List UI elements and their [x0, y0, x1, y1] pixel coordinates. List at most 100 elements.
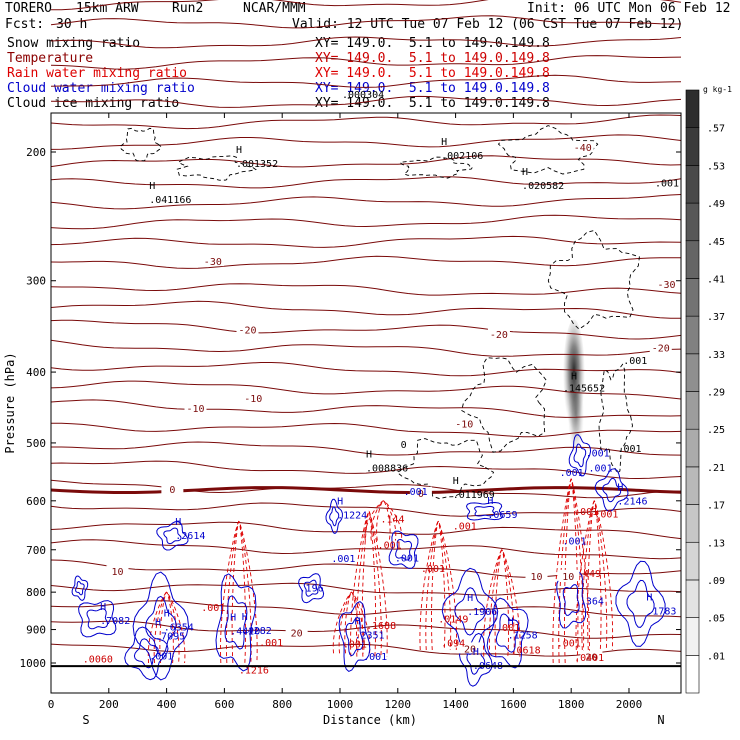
cloud-water-contour [78, 600, 117, 638]
temperature-label: -20 [490, 330, 508, 341]
cloud-water-max-label: .001 [404, 487, 428, 498]
cloud-water-contour [458, 632, 493, 687]
temperature-label-bg [409, 486, 432, 498]
cloud-water-max-marker: H [175, 517, 181, 528]
snow-max-marker: H [366, 449, 372, 460]
rain-contour [376, 500, 391, 541]
temperature-label-bg [106, 565, 129, 577]
colorbar-segment [685, 202, 700, 242]
cloud-water-max-label: .364 [580, 596, 604, 607]
snow-contour [461, 357, 547, 453]
plot-frame [50, 112, 682, 694]
cloud-water-max-label: .2614 [175, 531, 205, 542]
temperature-isotherm [50, 134, 682, 150]
colorbar-segment [685, 89, 700, 128]
cloud-water-max-marker: H [164, 609, 170, 620]
temperature-label-bg [201, 255, 224, 267]
colorbar-tick-label: .37 [707, 312, 725, 323]
colorbar-segment [685, 428, 700, 468]
temperature-isotherm [50, 460, 682, 480]
cloud-water-max-marker: H [617, 482, 623, 493]
cloud-water-max-marker: H [646, 592, 652, 603]
cloud-water-contour [495, 613, 520, 653]
x-tick-label: 1400 [442, 698, 469, 711]
rain-max-label: .001 [574, 507, 598, 518]
colorbar-tick-label: .17 [707, 501, 725, 512]
temperature-isotherm [50, 15, 682, 29]
field-rain: Rain water mixing ratio [7, 66, 188, 81]
snow-contour [547, 229, 640, 330]
temperature-label: -40 [574, 143, 592, 154]
temperature-label: -10 [244, 394, 262, 405]
x-tick-label: 200 [99, 698, 119, 711]
cloud-water-max-label: .1906 [467, 607, 497, 618]
rain-max-label: .001 [343, 639, 367, 650]
cloud-water-contour [71, 575, 89, 601]
snow-max-label: .001352 [236, 159, 278, 170]
cloud-water-contour [338, 601, 371, 672]
cloud-water-max-marker: H [508, 616, 514, 627]
cloud-water-max-label: .001 [589, 463, 613, 474]
snow-max-label: .001 [617, 444, 641, 455]
snow-max-label: .001 [655, 178, 679, 189]
snow-max-marker: H [522, 167, 528, 178]
rain-contour [483, 549, 521, 657]
rain-max-label: .449 [577, 569, 601, 580]
temperature-label-bg [236, 323, 259, 335]
cloud-water-contour [325, 498, 343, 534]
colorbar-segment [685, 240, 700, 279]
snow-max-marker: H [441, 137, 447, 148]
cloud-water-max-label: .1258 [508, 630, 538, 641]
rain-contour [220, 520, 258, 664]
temperature-label: 0 [418, 489, 424, 500]
model-name: TORERO [5, 1, 52, 16]
cloud-water-contour [329, 506, 340, 527]
temperature-isotherm [50, 620, 682, 639]
temperature-label-bg [487, 328, 510, 340]
overlap-max-label: .000304 [342, 90, 385, 101]
cloud-water-contour [454, 587, 486, 636]
temperature-label-bg [649, 341, 672, 353]
colorbar-segment [685, 353, 700, 392]
cloud-water-max-marker: H [230, 613, 236, 624]
temperature-isotherm [50, 214, 682, 230]
colorbar-tick-label: .21 [707, 463, 725, 474]
temperature-isotherm [50, 95, 682, 108]
field-cloud-water-xy: XY= 149.0. 5.1 to 149.0.149.8 [315, 81, 550, 96]
cloud-water-max-label: .001 [149, 651, 173, 662]
temperature-isotherm [50, 521, 682, 540]
cloud-water-max-marker: H [242, 612, 248, 623]
x-tick-label: 800 [272, 698, 292, 711]
temperature-isotherm [50, 319, 682, 340]
x-tick-label: 600 [214, 698, 234, 711]
snow-contour [399, 156, 473, 179]
y-tick-label: 500 [26, 437, 46, 450]
rain-contour [552, 478, 590, 664]
cloud-water-max-label: .001 [560, 468, 584, 479]
cloud-water-contour [145, 595, 177, 657]
colorbar-tick-label: .05 [707, 614, 725, 625]
cloud-water-contour [345, 616, 364, 657]
x-tick-label: 1600 [500, 698, 527, 711]
temperature-isotherm [50, 55, 682, 70]
temperature-label: -30 [204, 257, 222, 268]
temperature-label: -20 [652, 343, 670, 354]
cloud-water-contour [615, 560, 666, 647]
cloud-water-contour [556, 571, 587, 629]
cloud-water-contour [124, 626, 169, 681]
model-resolution: 15km ARW [76, 1, 139, 16]
snow-max-label: 0 [401, 440, 407, 451]
cloud-water-max-label: .1224 [337, 510, 367, 521]
rain-contour [364, 500, 402, 541]
cloud-water-max-marker: H [155, 617, 161, 628]
south-label: S [82, 713, 89, 727]
colorbar-segment [685, 579, 700, 618]
init-time: Init: 06 UTC Mon 06 Feb 12 [527, 1, 731, 16]
x-tick-label: 1000 [327, 698, 354, 711]
y-tick-label: 400 [26, 366, 46, 379]
north-label: N [657, 713, 664, 727]
temperature-isotherm [50, 74, 682, 88]
rain-max-label: .001 [496, 623, 520, 634]
temperature-isotherm [50, 155, 682, 168]
